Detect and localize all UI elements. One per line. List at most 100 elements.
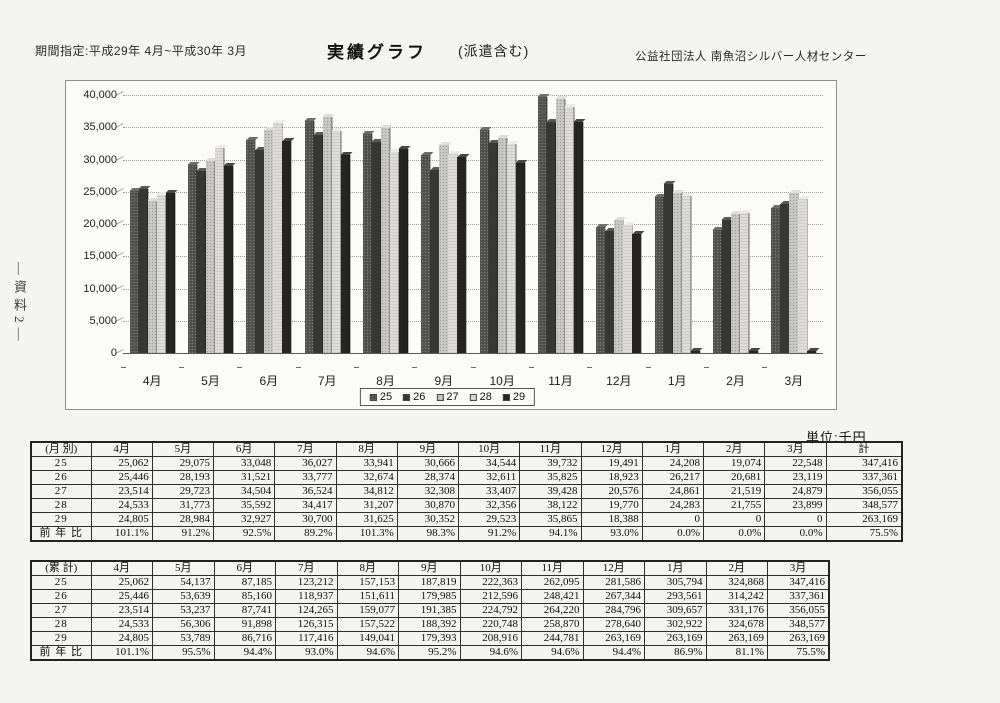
y-tick-label: 0 <box>110 347 117 359</box>
table-row: 29 24,805 28,984 32,927 30,700 31,625 30,352 29… <box>30 512 903 527</box>
table-row: 25 25,062 54,137 87,185 123,212 157,153 187,81… <box>30 575 830 590</box>
x-tick-label: 12月 <box>606 374 632 388</box>
bar-group <box>181 148 239 353</box>
table-cell: 293,561 <box>644 589 707 604</box>
table-row: 26 25,446 53,639 85,160 118,937 151,611 179,98… <box>30 589 830 604</box>
chart-bar-29-6月 <box>282 140 293 354</box>
chart-bar-28-10月 <box>506 144 517 353</box>
table-cell: 262,095 <box>521 575 584 590</box>
chart-bar-27-5月 <box>205 161 216 353</box>
chart-bar-26-4月 <box>138 188 149 354</box>
legend-item-29: 29 <box>502 391 525 403</box>
legend-marker-icon <box>403 393 411 401</box>
table-cell: 324,868 <box>705 575 768 590</box>
chart-bar-28-1月 <box>681 196 692 353</box>
table-cell: 24,533 <box>90 498 153 513</box>
table-row: 前 年 比 101.1% 91.2% 92.5% 89.2% 101.3% 98.3% 91.… <box>30 526 903 542</box>
column-header: 6月 <box>212 441 276 457</box>
table-cell: 337,361 <box>825 470 903 485</box>
column-header: 5月 <box>152 560 215 576</box>
column-header: 8月 <box>335 441 398 457</box>
x-tick-label: 7月 <box>317 374 337 388</box>
table-cell: 94.1% <box>519 526 582 542</box>
table-cell: 87,185 <box>213 575 276 590</box>
chart-bar-29-12月 <box>632 234 643 353</box>
table-cell: 18,923 <box>580 470 643 485</box>
table-cell: 126,315 <box>275 617 338 632</box>
table-cell: 33,941 <box>335 456 398 471</box>
table-cell: 208,916 <box>459 631 522 646</box>
table-cell: 263,169 <box>705 631 768 646</box>
table-row: 27 23,514 29,723 34,504 36,524 34,812 32,308 33… <box>30 484 903 499</box>
chart-bar-25-3月 <box>771 207 782 354</box>
table-cell: 28,193 <box>151 470 215 485</box>
table-cell: 75.5% <box>825 526 903 542</box>
table-cell: 30,352 <box>396 512 460 527</box>
chart-bar-27-6月 <box>264 130 275 353</box>
column-header: 1月 <box>644 560 707 576</box>
table-cell: 25,446 <box>90 589 153 604</box>
chart-bar-29-8月 <box>398 149 409 353</box>
column-header: 2月 <box>702 441 766 457</box>
x-axis-tick <box>587 367 593 368</box>
column-header: 12月 <box>580 441 643 457</box>
chart-bar-29-7月 <box>340 155 351 353</box>
table-cell: 0.0% <box>641 526 705 542</box>
x-axis-tick <box>178 367 184 368</box>
table-cell: 278,640 <box>582 617 645 632</box>
bar-group <box>356 128 414 354</box>
table-cell: 314,242 <box>705 589 768 604</box>
chart-bar-26-8月 <box>371 142 382 353</box>
row-label: 26 <box>30 470 92 485</box>
table-cell: 191,385 <box>398 603 461 618</box>
x-tick-label: 6月 <box>259 374 279 388</box>
table-cell: 212,596 <box>459 589 522 604</box>
table-cell: 356,055 <box>767 603 830 618</box>
chart-bar-28-7月 <box>331 131 342 353</box>
table-cell: 91.2% <box>151 526 215 542</box>
chart-bar-29-2月 <box>748 351 759 353</box>
chart-bar-27-2月 <box>730 214 741 353</box>
y-tick-label: 30,000 <box>83 153 117 166</box>
table-cell: 179,985 <box>398 589 461 604</box>
y-tick-label: 25,000 <box>83 185 117 198</box>
cumulative-table: (累 計) 4月 5月 6月 7月 8月 9月 10月 11月 12月 1月 2月 3月 25 25,062… <box>30 560 830 661</box>
performance-bar-chart: 40,000 35,000 30,000 25,000 20,000 15,000 10,0… <box>65 80 837 410</box>
table-cell: 157,153 <box>336 575 399 590</box>
chart-bar-28-12月 <box>623 225 634 353</box>
table-cell: 263,169 <box>825 512 903 527</box>
table-cell: 19,074 <box>702 456 766 471</box>
chart-bar-27-8月 <box>380 128 391 353</box>
table-row: 28 24,533 56,306 91,898 126,315 157,522 188,39… <box>30 617 830 632</box>
table-cell: 31,521 <box>212 470 276 485</box>
table-row: 25 25,062 29,075 33,048 36,027 33,941 30,666 34… <box>30 456 903 471</box>
bar-group <box>648 183 706 354</box>
table-cell: 309,657 <box>644 603 707 618</box>
table-cell: 28,374 <box>396 470 460 485</box>
x-tick-label: 11月 <box>548 374 573 388</box>
table-cell: 19,770 <box>580 498 643 513</box>
table-cell: 94.6% <box>521 645 584 661</box>
table-cell: 101.3% <box>335 526 398 542</box>
table-cell: 35,592 <box>212 498 276 513</box>
bar-group <box>706 212 764 354</box>
chart-bar-25-2月 <box>712 229 723 354</box>
y-tick-label: 20,000 <box>83 218 117 230</box>
table-cell: 34,504 <box>212 484 276 499</box>
table-cell: 30,870 <box>396 498 460 513</box>
table-cell: 39,732 <box>519 456 582 471</box>
table-corner-label: (月 別) <box>30 441 92 457</box>
table-cell: 33,407 <box>457 484 521 499</box>
table-cell: 32,308 <box>396 484 460 499</box>
column-header: 8月 <box>336 560 399 576</box>
chart-bar-26-1月 <box>663 183 674 354</box>
table-cell: 21,755 <box>702 498 766 513</box>
legend-marker-icon <box>436 393 444 401</box>
grid-line <box>123 288 823 290</box>
column-header: 6月 <box>213 560 276 576</box>
table-cell: 32,356 <box>457 498 521 513</box>
table-cell: 151,611 <box>336 589 399 604</box>
x-tick-label: 3月 <box>784 374 804 388</box>
table-cell: 94.6% <box>459 645 522 661</box>
table-header-row: (月 別) 4月 5月 6月 7月 8月 9月 10月 11月 12月 1月 2月 3月計 <box>30 441 903 457</box>
